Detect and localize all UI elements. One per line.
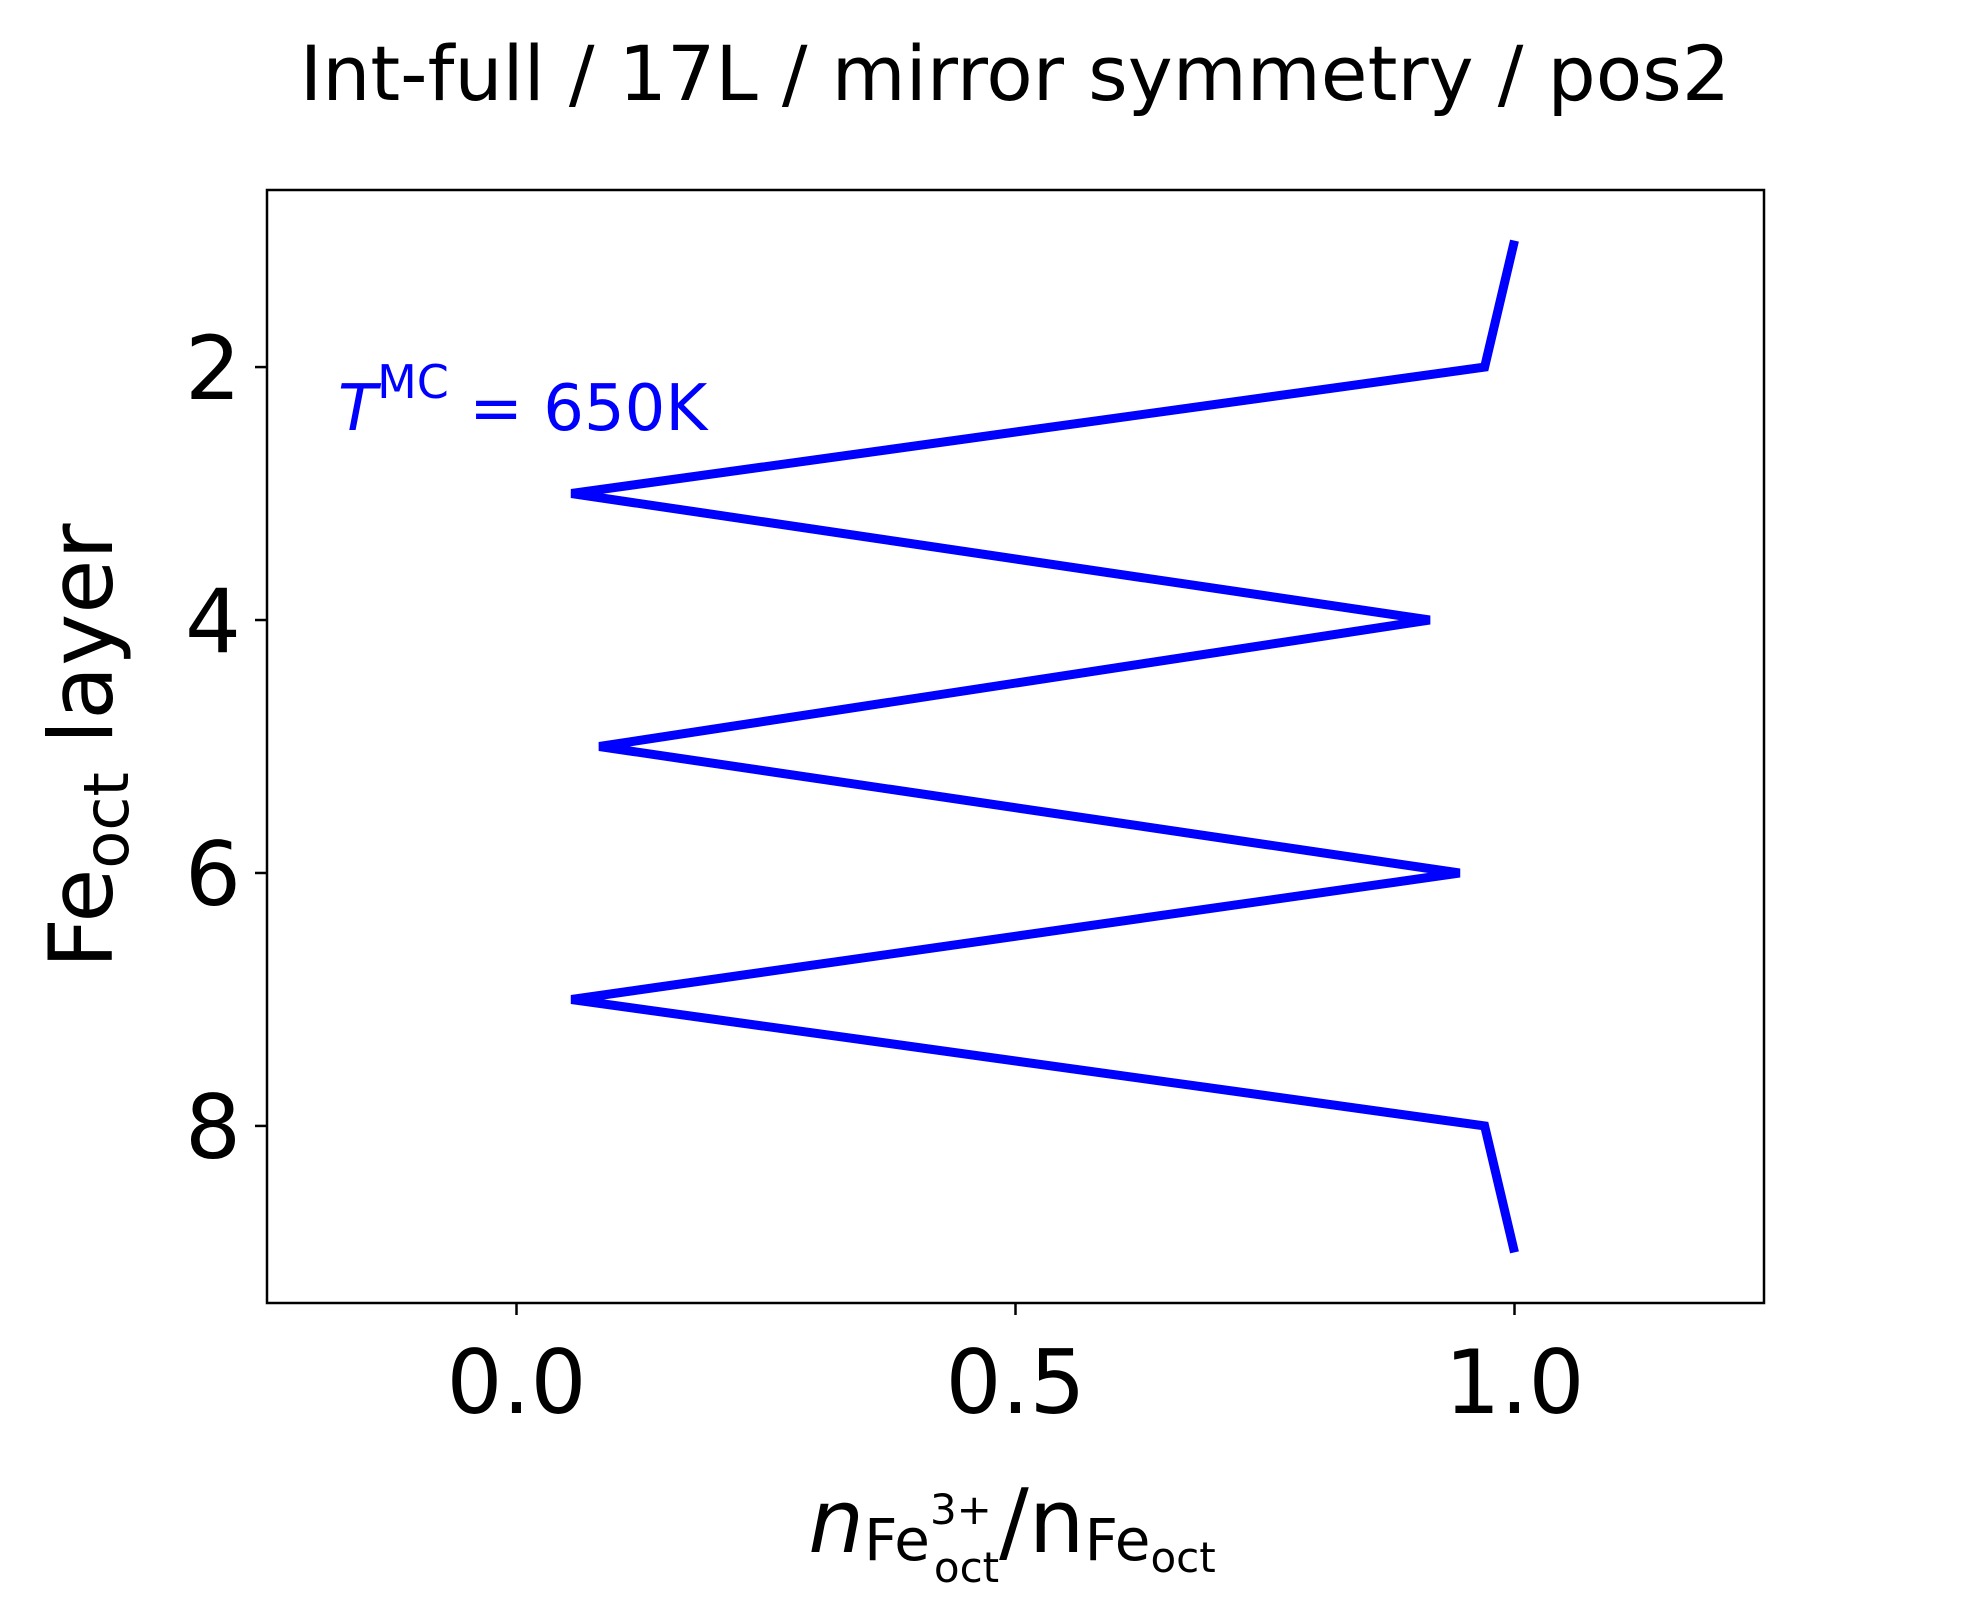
plot-frame [265, 188, 1766, 1305]
x-tick-label: 1.0 [1445, 1331, 1585, 1434]
x-label-fe: Fe [1085, 1506, 1151, 1574]
y-tick-label: 8 [185, 1076, 241, 1179]
annotation-superscript: MC [377, 355, 449, 409]
x-label-slash: /n [999, 1470, 1084, 1573]
x-label-fe3-sup: 3+ [930, 1485, 992, 1534]
x-tick-label: 0.5 [946, 1331, 1086, 1434]
annotation-t: T [338, 372, 382, 446]
x-axis: 0.0 0.5 1.0 [447, 1303, 1585, 1434]
x-tick-label: 0.0 [447, 1331, 587, 1434]
x-label-n: n [808, 1470, 864, 1573]
y-tick-label: 2 [185, 317, 241, 420]
series-line [570, 239, 1519, 1254]
chart-title: Int-full / 17L / mirror symmetry / pos2 [300, 29, 1730, 118]
y-axis: 2 4 6 8 [185, 317, 267, 1179]
annotation-value: = 650K [449, 372, 709, 446]
y-axis-label: Feoct layer [30, 523, 143, 969]
x-axis-label: nFe3+ oct/nFeoct [808, 1470, 1215, 1592]
y-tick-label: 6 [185, 823, 241, 926]
x-label-fe3: Fe [864, 1506, 930, 1574]
x-label-fe-sub: oct [1150, 1533, 1215, 1582]
y-label-fe: Fe [30, 869, 133, 969]
y-label-layer: layer [30, 523, 133, 773]
y-tick-label: 4 [185, 570, 241, 673]
temperature-annotation: TMC = 650K [338, 355, 709, 446]
x-label-fe3-sub: oct [934, 1543, 999, 1592]
y-label-sub: oct [70, 772, 143, 868]
